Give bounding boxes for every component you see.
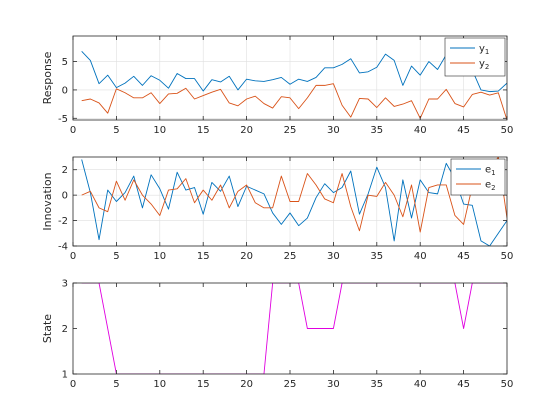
x-tick-label: 15: [197, 251, 210, 262]
x-tick-label: 50: [501, 125, 514, 136]
x-tick-label: 10: [153, 125, 166, 136]
x-tick-label: 0: [70, 251, 76, 262]
legend-label-2: y2: [479, 59, 489, 72]
legend-label-2: e2: [485, 180, 496, 193]
y-tick-label: 0: [62, 85, 68, 96]
x-tick-label: 35: [370, 251, 383, 262]
x-tick-label: 5: [113, 379, 119, 390]
series-line-1: [81, 159, 507, 246]
x-tick-label: 20: [240, 125, 253, 136]
x-tick-label: 25: [284, 251, 297, 262]
x-tick-label: 5: [113, 251, 119, 262]
y-tick-label: -4: [58, 242, 68, 253]
y-tick-label: 2: [62, 324, 68, 335]
y-tick-label: 1: [62, 370, 68, 381]
x-tick-label: 25: [284, 379, 297, 390]
x-tick-label: 40: [414, 251, 427, 262]
y-tick-label: 2: [62, 165, 68, 176]
x-tick-label: 45: [457, 251, 470, 262]
y-tick-label: -2: [58, 216, 68, 227]
y-axis-label: State: [41, 314, 54, 343]
x-tick-label: 30: [327, 251, 340, 262]
x-tick-label: 15: [197, 125, 210, 136]
x-tick-label: 0: [70, 125, 76, 136]
x-tick-label: 0: [70, 379, 76, 390]
chart-panel-3: 0 5 10 15 20 25 30 35 40 45 50 1 2 3 State: [41, 279, 513, 391]
x-tick-label: 35: [370, 125, 383, 136]
x-tick-label: 10: [153, 251, 166, 262]
y-tick-label: 0: [62, 191, 68, 202]
legend-label-1: e1: [485, 165, 496, 178]
legend-label-1: y1: [479, 44, 489, 57]
x-tick-label: 20: [240, 379, 253, 390]
legend-box: [450, 158, 506, 196]
x-tick-label: 35: [370, 379, 383, 390]
series-line-2: [81, 157, 507, 233]
x-tick-label: 40: [414, 125, 427, 136]
x-tick-label: 15: [197, 379, 210, 390]
x-tick-label: 30: [327, 379, 340, 390]
y-tick-label: 3: [62, 279, 68, 290]
legend-box: [444, 37, 506, 77]
y-axis-label: Innovation: [41, 172, 54, 230]
x-tick-label: 20: [240, 251, 253, 262]
x-tick-label: 30: [327, 125, 340, 136]
y-tick-label: 5: [62, 57, 68, 68]
x-tick-label: 40: [414, 379, 427, 390]
series-line-1: [81, 51, 507, 93]
x-tick-label: 25: [284, 125, 297, 136]
series-line-2: [81, 83, 507, 120]
plot-area: [73, 283, 507, 374]
y-tick-label: -5: [58, 114, 68, 125]
x-tick-label: 50: [501, 251, 514, 262]
x-tick-label: 5: [113, 125, 119, 136]
x-tick-label: 10: [153, 379, 166, 390]
x-tick-label: 50: [501, 379, 514, 390]
y-axis-label: Response: [41, 51, 54, 104]
x-tick-label: 45: [457, 125, 470, 136]
x-tick-label: 45: [457, 379, 470, 390]
